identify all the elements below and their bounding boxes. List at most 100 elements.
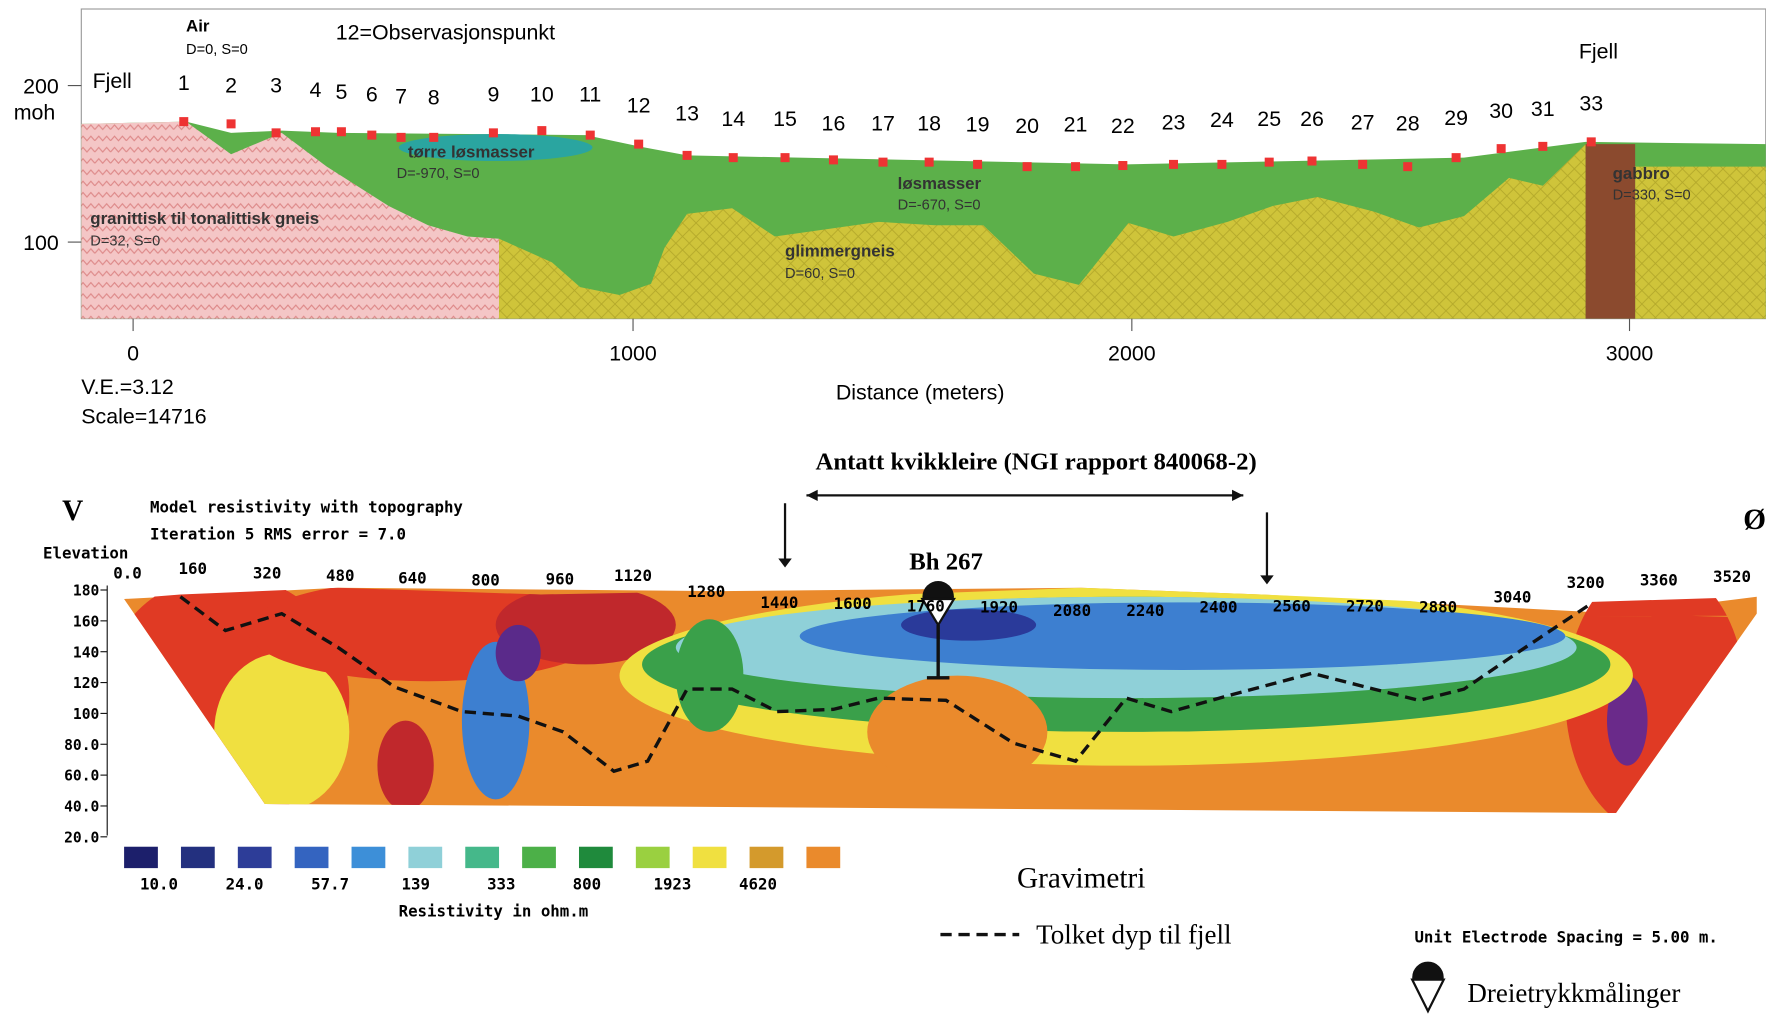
point-number: 6 (366, 82, 378, 106)
layer-name: glimmergneis (785, 242, 895, 261)
x-tick-label: 0 (127, 341, 139, 365)
observation-point (586, 131, 595, 140)
color-swatch (295, 847, 329, 868)
point-number: 26 (1300, 107, 1324, 131)
observation-point (829, 155, 838, 164)
point-number: 29 (1444, 106, 1468, 130)
label: D=0, S=0 (186, 42, 248, 58)
y-tick-label: 40.0 (64, 799, 99, 816)
observation-point (1169, 160, 1178, 169)
point-number: 2 (225, 73, 237, 97)
x-tick-label: 2720 (1346, 596, 1384, 615)
scale-title: Resistivity in ohm.m (399, 902, 589, 921)
observation-point (1307, 157, 1316, 166)
observation-point (781, 153, 790, 162)
layer-name: gabbro (1613, 164, 1670, 183)
point-number: 12 (627, 94, 651, 118)
observation-point (1071, 162, 1080, 171)
point-number: 13 (675, 101, 699, 125)
point-number: 19 (966, 113, 990, 137)
section-subtitle: Iteration 5 RMS error = 7.0 (150, 524, 406, 543)
point-number: 16 (822, 112, 846, 136)
x-tick-label: 1000 (609, 341, 657, 365)
scale-value: 57.7 (311, 875, 349, 894)
layer-params: D=-970, S=0 (397, 166, 480, 182)
color-swatch (238, 847, 272, 868)
scale-value: 139 (401, 875, 429, 894)
observation-point (429, 133, 438, 142)
y-axis-title: Elevation (43, 543, 128, 562)
x-tick-label: 2880 (1419, 598, 1457, 617)
observation-point (1403, 162, 1412, 171)
x-tick-label: 2080 (1053, 601, 1091, 620)
color-swatch (750, 847, 784, 868)
observation-point (489, 128, 498, 137)
annotation: Antatt kvikkleire (NGI rapport 840068-2) (816, 449, 1257, 476)
west-label: V (62, 495, 83, 527)
y-tick-label: 120 (73, 675, 99, 692)
spacing-note: Unit Electrode Spacing = 5.00 m. (1414, 927, 1717, 946)
borehole-label: Bh 267 (909, 549, 983, 576)
x-tick-label: 1920 (980, 598, 1018, 617)
scale-value: 333 (487, 875, 515, 894)
label: 12=Observasjonspunkt (336, 20, 555, 44)
label: Fjell (93, 69, 132, 93)
observation-point (1358, 160, 1367, 169)
observation-point (337, 127, 346, 136)
label: Air (186, 17, 210, 36)
point-number: 11 (579, 82, 601, 106)
point-number: 8 (428, 86, 440, 110)
color-swatch (579, 847, 613, 868)
x-tick-label: 3200 (1567, 573, 1605, 592)
point-number: 14 (721, 107, 745, 131)
layer-params: D=60, S=0 (785, 266, 855, 282)
point-number: 20 (1015, 114, 1039, 138)
y-tick-label: 80.0 (64, 737, 99, 754)
observation-point (1265, 158, 1274, 167)
observation-point (311, 127, 320, 136)
x-tick-label: 3520 (1713, 567, 1751, 586)
observation-point (1538, 142, 1547, 151)
x-tick-label: 1760 (907, 596, 945, 615)
layer-params: D=32, S=0 (90, 233, 160, 249)
label: Fjell (1579, 40, 1618, 64)
down-arrows (785, 503, 1267, 580)
x-axis-title: Distance (meters) (836, 381, 1005, 405)
legend-text: Tolket dyp til fjell (1036, 920, 1231, 950)
layer-params: D=330, S=0 (1613, 187, 1691, 203)
x-tick-label: 1280 (687, 582, 725, 601)
x-tick-label: 1120 (614, 566, 652, 585)
observation-point (1217, 160, 1226, 169)
point-number: 22 (1111, 114, 1135, 138)
color-swatch (636, 847, 670, 868)
observation-point (1452, 153, 1461, 162)
east-label: Ø (1743, 504, 1766, 536)
observation-point (397, 133, 406, 142)
scale-value: 800 (573, 875, 601, 894)
scale-value: 4620 (739, 875, 777, 894)
scale-value: 1923 (653, 875, 691, 894)
x-tick-label: 1440 (760, 593, 798, 612)
color-swatch (693, 847, 727, 868)
x-tick-label: 1600 (834, 594, 872, 613)
layer-name: tørre løsmasser (408, 143, 535, 162)
point-number: 9 (487, 82, 499, 106)
point-number: 15 (773, 107, 797, 131)
y-tick-label: 60.0 (64, 768, 99, 785)
layer-name: løsmasser (898, 174, 982, 193)
x-tick-label: 800 (471, 571, 499, 590)
point-number: 31 (1531, 97, 1555, 121)
point-number: 7 (395, 85, 407, 109)
x-tick-label: 2560 (1273, 596, 1311, 615)
section-title: Model resistivity with topography (150, 497, 463, 516)
point-number: 28 (1396, 112, 1420, 136)
color-swatch (352, 847, 386, 868)
observation-point (367, 131, 376, 140)
color-swatch (181, 847, 215, 868)
point-number: 17 (871, 112, 895, 136)
x-tick-label: 2240 (1126, 601, 1164, 620)
observation-point (1587, 137, 1596, 146)
point-number: 25 (1257, 107, 1281, 131)
x-tick-label: 640 (398, 568, 426, 587)
point-number: 18 (917, 112, 941, 136)
